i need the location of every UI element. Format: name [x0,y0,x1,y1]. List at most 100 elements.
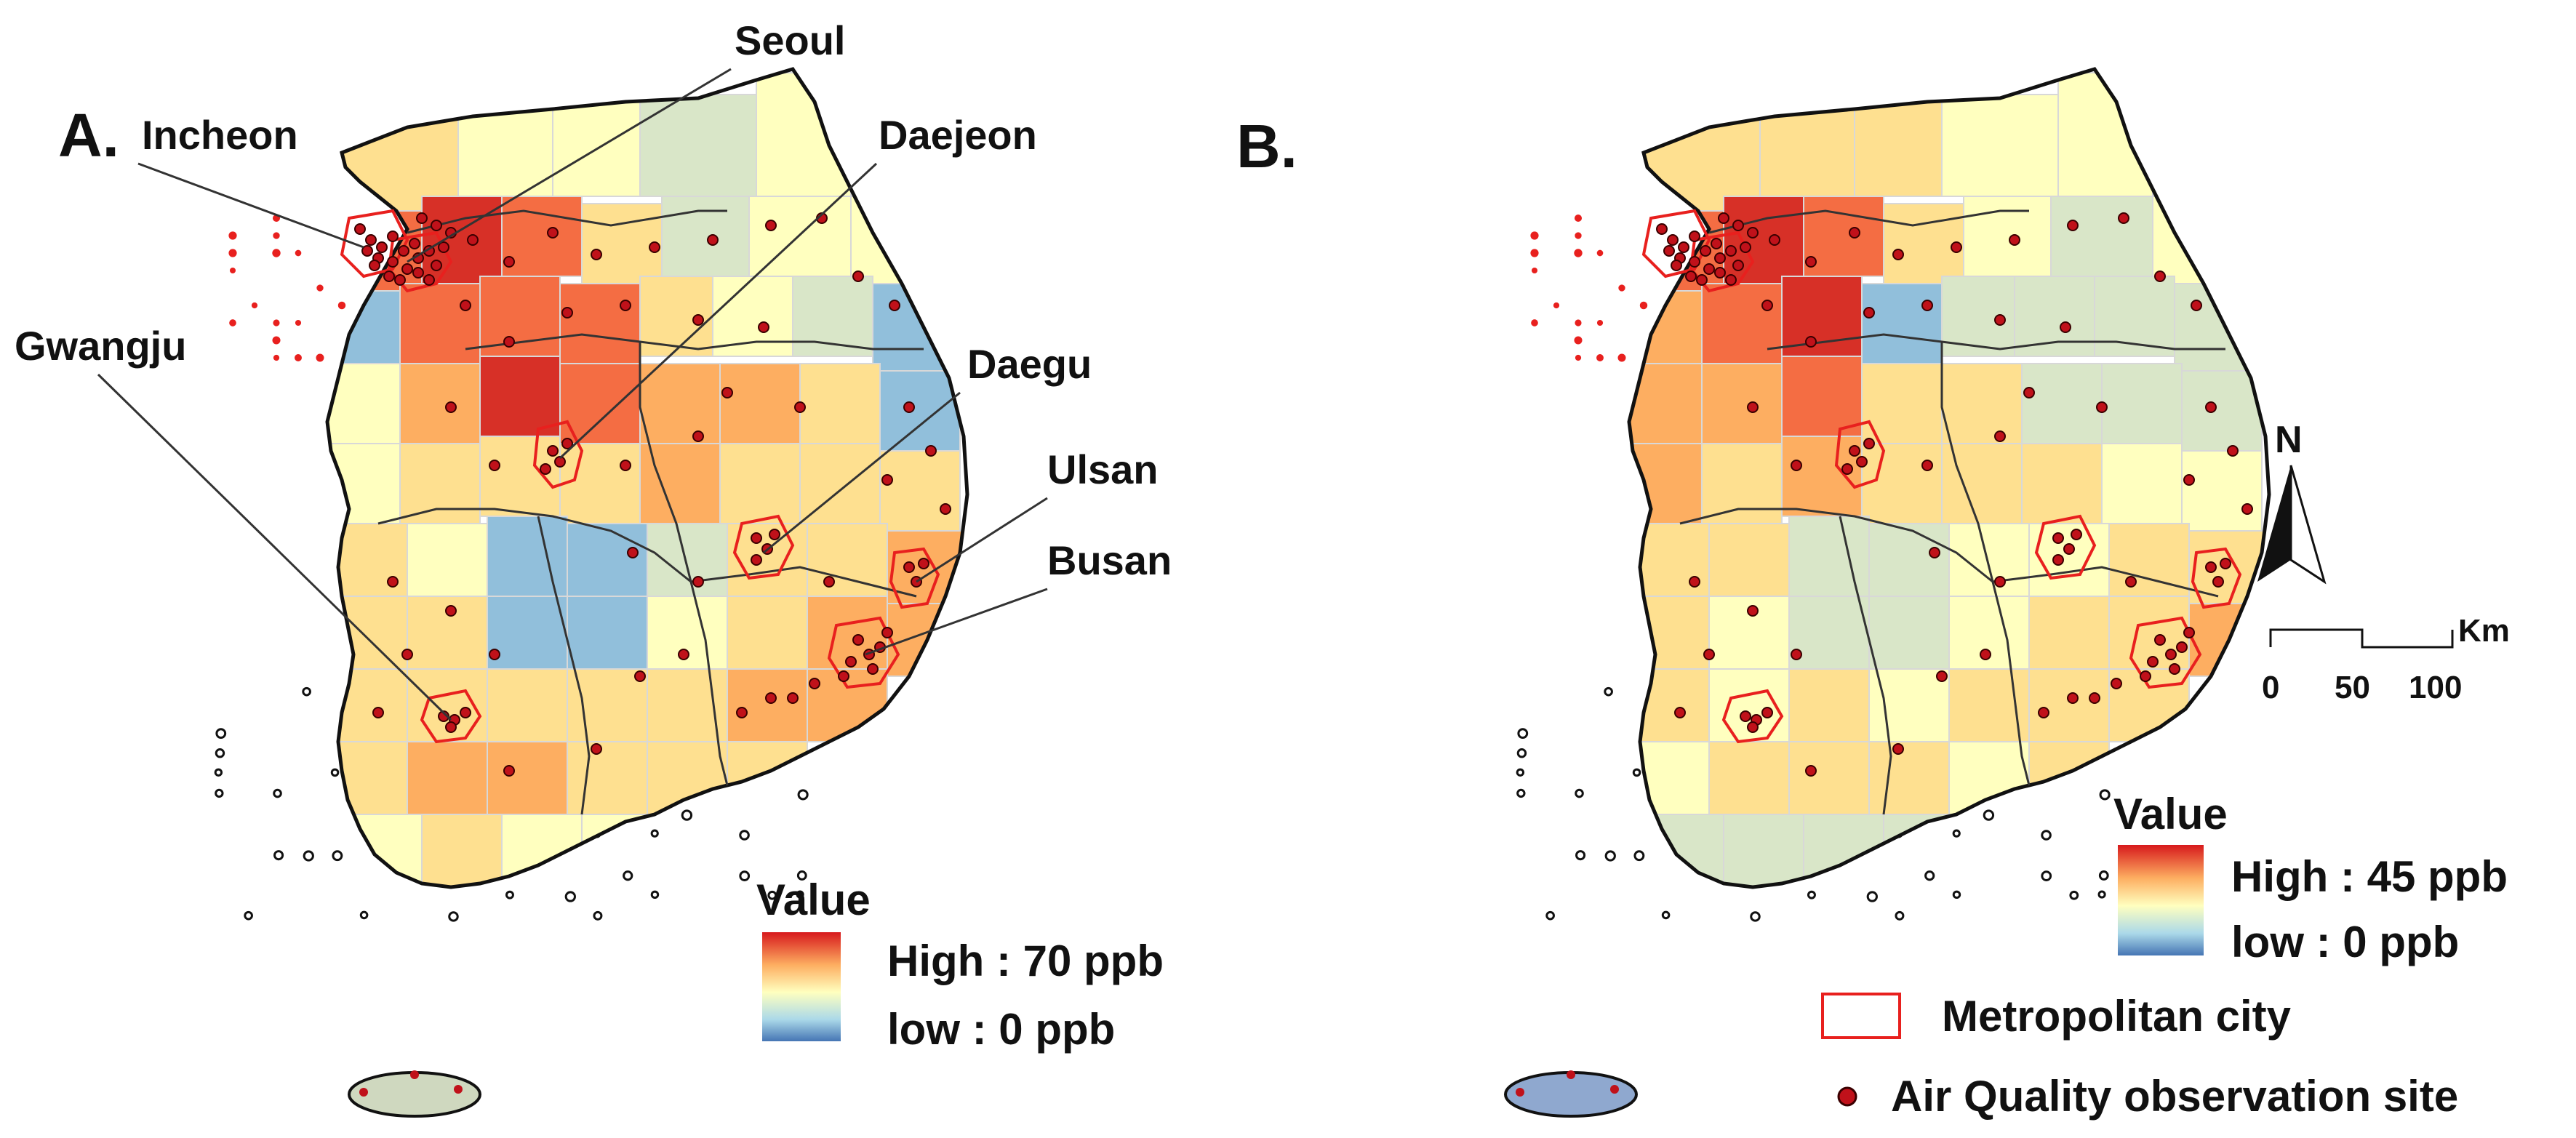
panel-b-site-1 [1667,234,1679,246]
panel-a-region-60 [407,741,488,815]
panel-a-site-48 [692,430,704,442]
panel-b-site-75 [1805,765,1817,777]
a-island-25 [797,789,809,801]
panel-a-site-3 [387,231,399,242]
panel-a-region-47 [567,596,648,670]
panel-a-site-4 [398,245,409,257]
b-island-31 [2041,830,2052,841]
panel-b-region-34 [2101,443,2183,524]
panel-a-site-36 [692,314,704,326]
panel-a-site-42 [554,456,566,468]
b-west-island-50 [1574,214,1583,223]
panel-a-metro-ulsan [889,547,940,609]
panel-b-site-72 [1747,721,1759,733]
panel-b-site-63 [2183,627,2195,638]
panel-b-region-56 [1948,668,2030,742]
b-island-48 [1750,911,1761,922]
panel-b-site-18 [1740,241,1751,253]
panel-a-region-3 [639,94,757,197]
panel-b-region-61 [1788,741,1870,815]
b-island-44 [2069,890,2079,900]
panel-b-site-54 [2052,554,2064,566]
a-island-31 [739,830,750,841]
panel-b-region-66 [1723,814,1804,887]
panel-a-site-35 [620,300,631,311]
panel-b-site-7 [1689,256,1700,268]
panel-b-site-52 [2063,543,2075,555]
panel-b-province-borders [1679,209,2225,815]
panel-a-site-45 [445,401,457,413]
leader-ulsan [916,497,1048,583]
panel-a-region-9 [661,196,750,277]
panel-a-region-13 [399,283,481,364]
panel-b-region-54 [1788,668,1870,742]
b-west-island-59 [1639,301,1648,310]
a-west-island-55 [295,249,302,257]
panel-b-metropolitan-outlines [1641,209,2242,744]
panel-a-region-62 [567,741,648,815]
panel-a-site-54 [751,554,762,566]
panel-b-site-0 [1656,223,1668,235]
a-west-island-52 [273,232,280,239]
metro-legend-swatch [1821,993,1901,1039]
panel-b-site-57 [2220,558,2231,569]
panel-b-site-14 [1696,274,1708,286]
panel-a-region-33 [719,443,801,524]
panel-a-site-53 [769,529,780,540]
panel-a-site-18 [438,241,449,253]
panel-b-region-13 [1701,283,1783,364]
panel-b-metro-incheon [1641,209,1711,279]
city-label-gwangju: Gwangju [15,323,186,369]
a-island-0 [302,686,311,697]
metro-legend-label: Metropolitan city [1942,992,2292,1041]
panel-b-site-11 [1663,245,1675,257]
panel-a-site-30 [852,271,864,282]
b-west-island-61 [1575,319,1582,326]
panel-b-site-44 [1841,463,1853,475]
b-west-island-51 [1530,231,1539,240]
a-island-33 [303,850,314,862]
panel-b-region-31 [1861,443,1943,524]
panel-b-site-56 [2212,576,2224,588]
panel-a-site-27 [707,234,719,246]
scale-tick-50: 50 [2335,670,2370,705]
panel-b-site-25 [1892,249,1904,260]
panel-a-site-24 [547,227,559,239]
panel-a-site-32 [460,300,471,311]
panel-b-metro-busan [2129,616,2202,689]
panel-b-site-81 [2125,576,2137,588]
panel-a-site-44 [540,463,551,475]
b-island-34 [1633,850,1645,862]
panel-b-region-37 [1708,523,1790,597]
north-label: N [2275,419,2303,461]
panel-a-site-63 [881,627,893,638]
b-island-46 [1545,910,1555,921]
panel-a-observation-sites [354,212,951,777]
panel-a-site-8 [401,263,413,275]
panel-a-site-49 [721,387,733,398]
b-island-49 [1895,910,1905,921]
panel-a-region-38 [487,516,568,597]
b-island-40 [2098,870,2109,881]
panel-b-site-26 [1951,241,1962,253]
panel-a-site-84 [445,605,457,617]
panel-b-observation-sites [1656,212,2253,777]
city-label-ulsan: Ulsan [1047,446,1159,492]
a-island-34 [332,850,343,862]
panel-b-region-60 [1708,741,1790,815]
panel-b-legend-low: low : 0 ppb [2231,918,2459,966]
panel-b-site-17 [1725,274,1737,286]
b-island-17 [1632,768,1641,777]
b-island-33 [1604,850,1616,862]
panel-a-jeju-site-2 [410,1070,419,1079]
panel-b-site-30 [2154,271,2166,282]
panel-a-region-46 [487,596,568,670]
panel-b-site-85 [1791,649,1802,660]
panel-b-region-47 [1868,596,1950,670]
panel-b-metro-daejeon [1834,420,1886,489]
panel-b-region-1 [1759,108,1855,197]
panel-b-metro-gwangju [1721,689,1784,744]
panel-b-site-51 [2052,532,2064,544]
panel-b-region-63 [1948,741,2030,815]
